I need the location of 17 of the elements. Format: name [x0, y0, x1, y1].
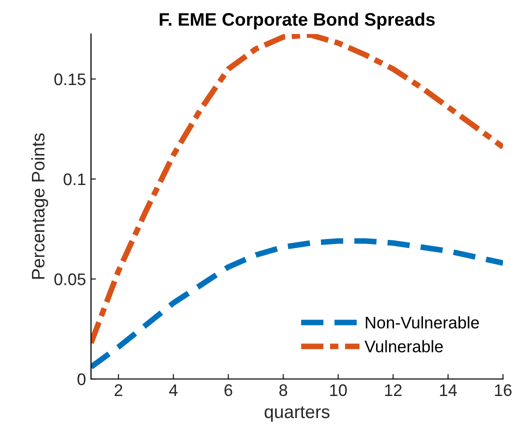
y-tick-label: 0.15	[54, 73, 86, 86]
legend-label: Non-Vulnerable	[366, 316, 479, 329]
x-tick-label: 8	[279, 384, 288, 396]
chart-title: F. EME Corporate Bond Spreads	[160, 12, 435, 30]
x-tick-label: 14	[440, 384, 457, 396]
x-tick-label: 16	[495, 384, 512, 396]
x-tick-label: 10	[330, 384, 347, 396]
legend-label: Vulnerable	[364, 340, 443, 352]
x-tick-label: 4	[169, 384, 178, 396]
x-tick-label: 12	[385, 384, 402, 396]
y-tick-label: 0.05	[54, 273, 86, 286]
y-tick-label: 0	[78, 373, 86, 386]
y-axis-title: Percentage Points	[31, 133, 48, 279]
x-axis-title: quarters	[264, 406, 330, 422]
x-tick-label: 6	[224, 384, 232, 396]
x-tick-label: 2	[114, 384, 122, 396]
y-tick-label: 0.1	[64, 173, 86, 186]
